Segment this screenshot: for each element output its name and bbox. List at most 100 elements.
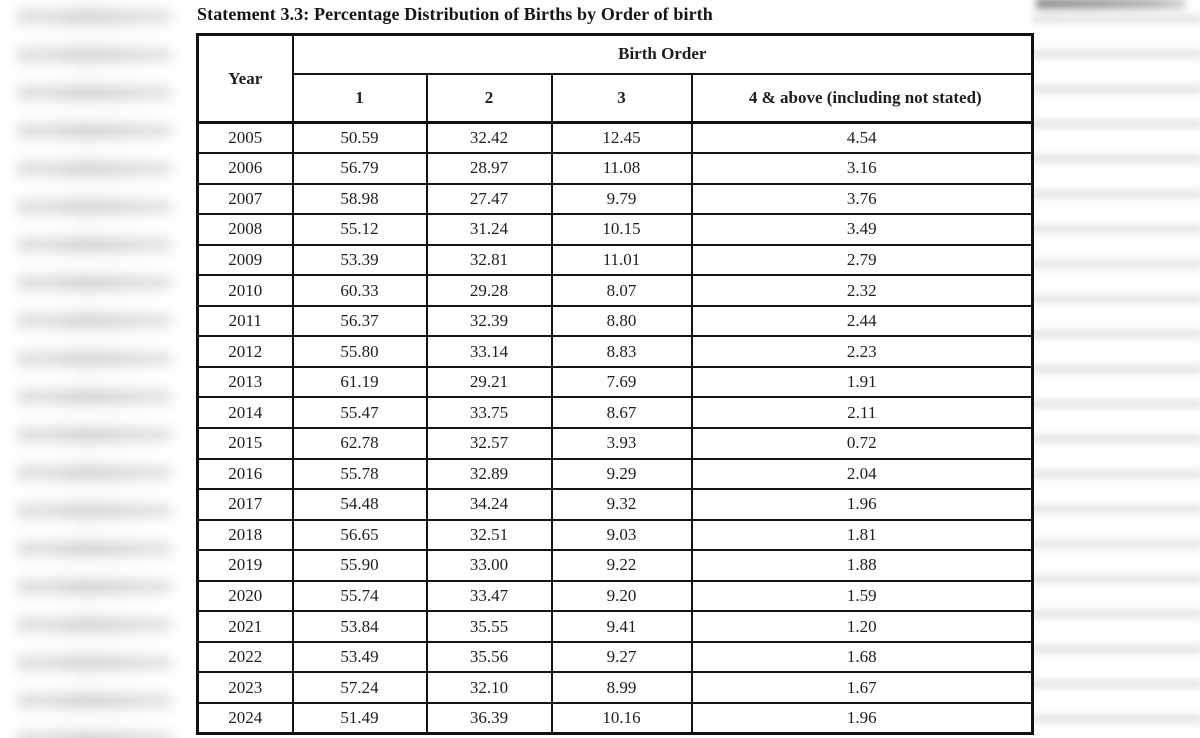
value-cell: 9.32 — [550, 488, 693, 521]
table-row: 2010 60.33 29.28 8.07 2.32 — [196, 274, 1034, 307]
value-cell: 2.79 — [690, 243, 1034, 277]
birth-order-group-header: Birth Order — [291, 33, 1034, 75]
value-cell: 8.83 — [550, 335, 693, 368]
table-row: 2020 55.74 33.47 9.20 1.59 — [196, 579, 1034, 613]
table-title: Statement 3.3: Percentage Distribution o… — [197, 4, 713, 24]
year-cell: 2010 — [196, 274, 294, 307]
value-cell: 1.59 — [690, 579, 1034, 613]
value-cell: 33.14 — [425, 335, 553, 368]
value-cell: 50.59 — [291, 121, 428, 155]
value-cell: 53.49 — [291, 640, 428, 674]
table-row: 2005 50.59 32.42 12.45 4.54 — [196, 121, 1034, 155]
value-cell: 8.67 — [550, 396, 693, 429]
value-cell: 7.69 — [550, 365, 693, 399]
value-cell: 1.91 — [690, 365, 1034, 399]
value-cell: 29.21 — [425, 365, 553, 399]
table-row: 2023 57.24 32.10 8.99 1.67 — [196, 671, 1034, 704]
value-cell: 35.55 — [425, 610, 553, 643]
value-cell: 53.84 — [291, 610, 428, 643]
value-cell: 29.28 — [425, 274, 553, 307]
table-row: 2015 62.78 32.57 3.93 0.72 — [196, 426, 1034, 460]
value-cell: 51.49 — [291, 701, 428, 735]
year-cell: 2008 — [196, 213, 294, 246]
table-row: 2009 53.39 32.81 11.01 2.79 — [196, 243, 1034, 277]
value-cell: 3.93 — [550, 426, 693, 460]
value-cell: 8.07 — [550, 274, 693, 307]
value-cell: 9.27 — [550, 640, 693, 674]
blurred-background-top-right-blob — [1036, 0, 1186, 9]
value-cell: 32.39 — [425, 304, 553, 338]
value-cell: 28.97 — [425, 152, 553, 185]
value-cell: 32.89 — [425, 457, 553, 491]
year-cell: 2020 — [196, 579, 294, 613]
value-cell: 33.75 — [425, 396, 553, 429]
blurred-background-right — [1032, 0, 1200, 738]
value-cell: 3.76 — [690, 182, 1034, 216]
table-row: 2019 55.90 33.00 9.22 1.88 — [196, 549, 1034, 582]
value-cell: 1.81 — [690, 518, 1034, 552]
value-cell: 55.78 — [291, 457, 428, 491]
value-cell: 2.44 — [690, 304, 1034, 338]
value-cell: 32.42 — [425, 121, 553, 155]
value-cell: 55.74 — [291, 579, 428, 613]
value-cell: 1.67 — [690, 671, 1034, 704]
table-row: 2014 55.47 33.75 8.67 2.11 — [196, 396, 1034, 429]
table-row: 2024 51.49 36.39 10.16 1.96 — [196, 701, 1034, 735]
group-header-row: Year Birth Order — [196, 33, 1034, 124]
table-row: 2021 53.84 35.55 9.41 1.20 — [196, 610, 1034, 643]
year-cell: 2016 — [196, 457, 294, 491]
year-cell: 2012 — [196, 335, 294, 368]
value-cell: 62.78 — [291, 426, 428, 460]
value-cell: 32.10 — [425, 671, 553, 704]
year-cell: 2018 — [196, 518, 294, 552]
value-cell: 3.16 — [690, 152, 1034, 185]
value-cell: 9.03 — [550, 518, 693, 552]
value-cell: 4.54 — [690, 121, 1034, 155]
value-cell: 33.00 — [425, 549, 553, 582]
value-cell: 32.51 — [425, 518, 553, 552]
value-cell: 53.39 — [291, 243, 428, 277]
year-cell: 2024 — [196, 701, 294, 735]
value-cell: 3.49 — [690, 213, 1034, 246]
year-cell: 2019 — [196, 549, 294, 582]
value-cell: 9.41 — [550, 610, 693, 643]
year-cell: 2014 — [196, 396, 294, 429]
value-cell: 55.47 — [291, 396, 428, 429]
year-cell: 2007 — [196, 182, 294, 216]
value-cell: 2.32 — [690, 274, 1034, 307]
value-cell: 57.24 — [291, 671, 428, 704]
year-cell: 2015 — [196, 426, 294, 460]
value-cell: 34.24 — [425, 488, 553, 521]
table-row: 2007 58.98 27.47 9.79 3.76 — [196, 182, 1034, 216]
table-row: 2012 55.80 33.14 8.83 2.23 — [196, 335, 1034, 368]
value-cell: 11.08 — [550, 152, 693, 185]
table-row: 2011 56.37 32.39 8.80 2.44 — [196, 304, 1034, 338]
value-cell: 32.81 — [425, 243, 553, 277]
value-cell: 1.96 — [690, 701, 1034, 735]
value-cell: 1.88 — [690, 549, 1034, 582]
value-cell: 27.47 — [425, 182, 553, 216]
value-cell: 1.68 — [690, 640, 1034, 674]
table-header: Year Birth Order 1 2 3 4 & above (includ… — [196, 33, 1034, 124]
table-row: 2008 55.12 31.24 10.15 3.49 — [196, 213, 1034, 246]
value-cell: 56.37 — [291, 304, 428, 338]
value-cell: 56.65 — [291, 518, 428, 552]
value-cell: 2.04 — [690, 457, 1034, 491]
year-cell: 2005 — [196, 121, 294, 155]
births-distribution-table: Year Birth Order 1 2 3 4 & above (includ… — [196, 33, 1035, 735]
value-cell: 8.80 — [550, 304, 693, 338]
value-cell: 12.45 — [550, 121, 693, 155]
value-cell: 36.39 — [425, 701, 553, 735]
value-cell: 10.16 — [550, 701, 693, 735]
value-cell: 33.47 — [425, 579, 553, 613]
order-column-header-4-and-above: 4 & above (including not stated) — [690, 72, 1034, 124]
order-column-header-3: 3 — [550, 72, 693, 124]
value-cell: 54.48 — [291, 488, 428, 521]
value-cell: 8.99 — [550, 671, 693, 704]
value-cell: 60.33 — [291, 274, 428, 307]
value-cell: 31.24 — [425, 213, 553, 246]
year-column-header: Year — [196, 33, 294, 124]
table-row: 2017 54.48 34.24 9.32 1.96 — [196, 488, 1034, 521]
value-cell: 58.98 — [291, 182, 428, 216]
